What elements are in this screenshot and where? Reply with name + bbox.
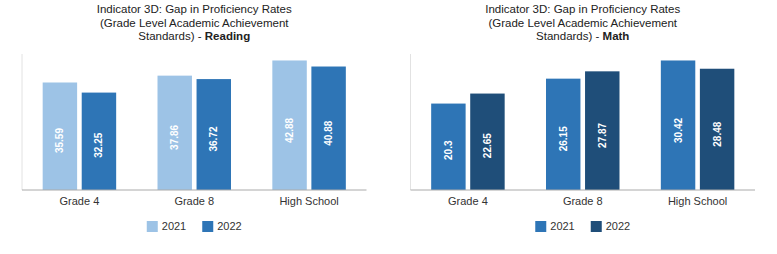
data-labels: 35.59 37.86 42.88 32.25 36.72 40.88: [54, 117, 334, 157]
title: Standards) - Math: [536, 30, 629, 42]
data-label: 37.86: [169, 124, 180, 149]
x-tick-label: High School: [279, 195, 338, 207]
title: Standards) - Reading: [138, 30, 250, 42]
bar: [431, 104, 465, 190]
legend-swatch: [591, 221, 602, 232]
data-label: 32.25: [93, 132, 104, 157]
x-tick-label: High School: [668, 195, 727, 207]
bar: [470, 94, 504, 190]
data-labels: 20.3 26.15 30.42 22.65 27.87 28.48: [443, 117, 723, 160]
legend-swatch: [202, 221, 213, 232]
legend-item: 2022: [202, 220, 241, 232]
bar: [585, 71, 619, 190]
x-tick-label: Grade 8: [174, 195, 214, 207]
data-label: 20.3: [443, 140, 454, 160]
legend: 2021 2022: [535, 220, 630, 232]
data-label: 35.59: [54, 128, 65, 153]
legend-label: 2021: [162, 220, 186, 232]
legend-item: 2021: [535, 220, 574, 232]
y-axis-line: [410, 54, 411, 190]
figure: Indicator 3D: Gap in Proficiency Rates (G…: [0, 0, 777, 254]
data-label: 30.42: [673, 117, 684, 142]
legend-swatch: [147, 221, 158, 232]
bar: [82, 93, 116, 190]
legend-item: 2021: [147, 220, 186, 232]
x-axis-line: [22, 190, 367, 191]
bar: [546, 79, 580, 190]
title: Indicator 3D: Gap in Proficiency Rates: [97, 3, 292, 15]
bars: [43, 60, 346, 190]
x-axis-line: [411, 190, 756, 191]
bar: [311, 67, 345, 190]
legend-item: 2022: [591, 220, 630, 232]
x-tick-label: Grade 4: [448, 195, 488, 207]
data-label: 40.88: [323, 120, 334, 145]
bar: [700, 69, 734, 190]
bar: [43, 82, 77, 190]
legend-label: 2022: [606, 220, 630, 232]
legend: 2021 2022: [147, 220, 242, 232]
legend-label: 2021: [550, 220, 574, 232]
data-label: 27.87: [597, 122, 608, 147]
panel: Indicator 3D: Gap in Proficiency Rates (G…: [411, 3, 756, 232]
bar: [272, 60, 306, 190]
bars: [431, 60, 734, 190]
legend-label: 2022: [217, 220, 241, 232]
title: (Grade Level Academic Achievement: [100, 17, 289, 29]
data-label: 28.48: [712, 121, 723, 146]
legend-swatch: [535, 221, 546, 232]
data-label: 22.65: [482, 133, 493, 158]
bar: [197, 79, 231, 190]
title: Indicator 3D: Gap in Proficiency Rates: [485, 3, 680, 15]
panel: Indicator 3D: Gap in Proficiency Rates (G…: [22, 3, 367, 232]
x-tick-label: Grade 4: [60, 195, 100, 207]
data-label: 42.88: [284, 117, 295, 142]
y-axis-line: [22, 54, 23, 190]
x-tick-label: Grade 8: [563, 195, 603, 207]
data-label: 26.15: [558, 126, 569, 151]
bar: [661, 60, 695, 190]
title: (Grade Level Academic Achievement: [488, 17, 677, 29]
bar: [158, 76, 192, 190]
data-label: 36.72: [208, 126, 219, 151]
